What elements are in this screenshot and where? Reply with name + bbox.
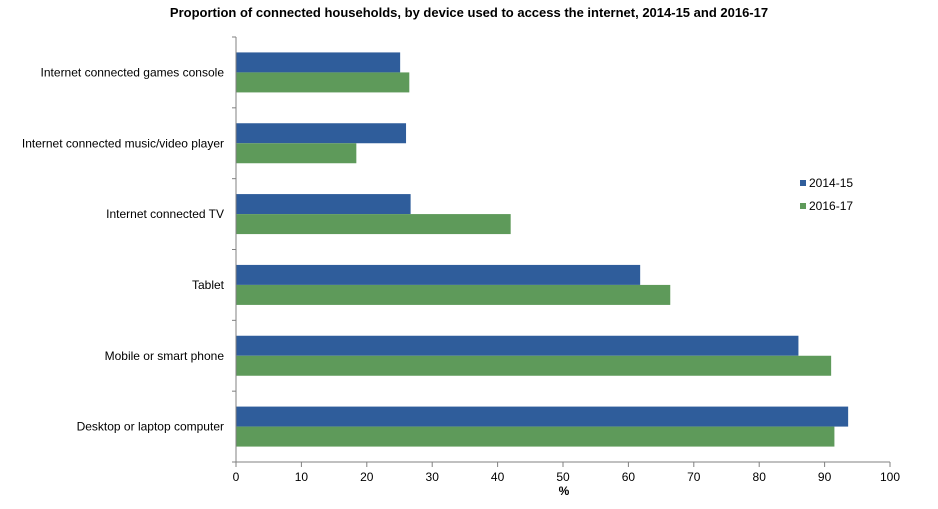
- bar-2016-17-1: [236, 72, 410, 93]
- chart-title: Proportion of connected households, by d…: [170, 5, 768, 20]
- x-axis-ticks-group: 0 10 20 30 40 50 60 70 80 90 100: [233, 462, 900, 484]
- bar-2016-17-2: [236, 143, 357, 164]
- bar-2014-15-3: [236, 194, 411, 215]
- bar-2014-15-1: [236, 52, 401, 73]
- x-tick-label: 70: [687, 470, 701, 484]
- bar-2016-17-4: [236, 284, 671, 305]
- category-label: Mobile or smart phone: [105, 349, 225, 363]
- category-label: Internet connected TV: [106, 207, 224, 221]
- category-label: Tablet: [192, 278, 225, 292]
- x-axis-title: %: [559, 484, 570, 498]
- bar-2014-15-4: [236, 264, 641, 285]
- category-label: Desktop or laptop computer: [77, 420, 224, 434]
- bar-2016-17-3: [236, 214, 511, 235]
- x-tick-label: 10: [295, 470, 309, 484]
- legend-label: 2016-17: [809, 199, 853, 213]
- bar-2016-17-5: [236, 355, 832, 376]
- category-label: Internet connected music/video player: [22, 136, 224, 150]
- category-label: Internet connected games console: [41, 65, 225, 79]
- x-tick-label: 0: [233, 470, 240, 484]
- category-labels-group: Internet connected games console Internet…: [22, 36, 236, 463]
- legend: 2014-15 2016-17: [800, 176, 853, 213]
- x-tick-label: 50: [556, 470, 570, 484]
- bars-group: [236, 52, 849, 447]
- bar-2014-15-2: [236, 123, 407, 144]
- bar-2016-17-6: [236, 426, 835, 447]
- x-tick-label: 90: [818, 470, 832, 484]
- x-tick-label: 60: [622, 470, 636, 484]
- bar-2014-15-5: [236, 335, 799, 356]
- x-tick-label: 100: [880, 470, 900, 484]
- x-tick-label: 30: [426, 470, 440, 484]
- legend-swatch: [800, 203, 806, 209]
- x-tick-label: 40: [491, 470, 505, 484]
- x-tick-label: 20: [360, 470, 374, 484]
- legend-swatch: [800, 180, 806, 186]
- bar-2014-15-6: [236, 406, 849, 427]
- legend-label: 2014-15: [809, 176, 853, 190]
- x-tick-label: 80: [753, 470, 767, 484]
